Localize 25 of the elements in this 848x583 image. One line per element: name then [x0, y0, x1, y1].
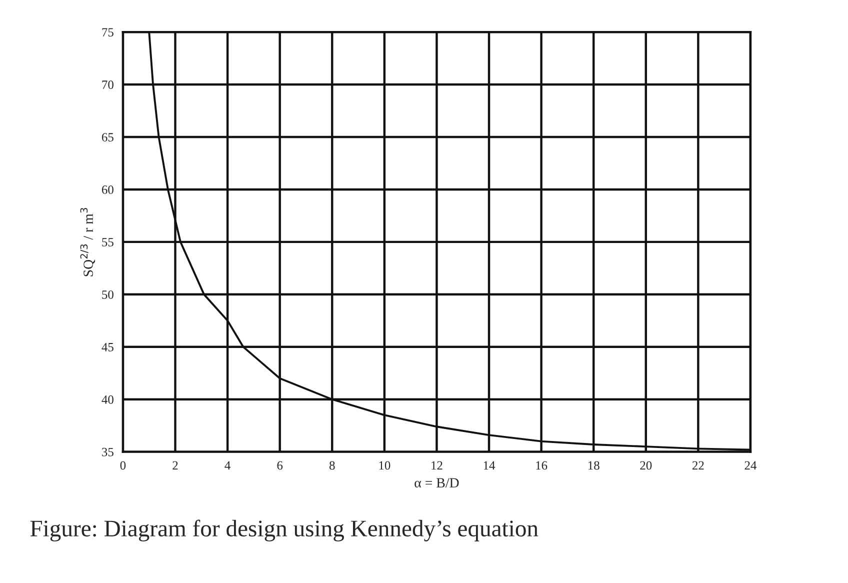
y-tick-label: 35	[102, 448, 114, 456]
y-tick-label: 40	[102, 395, 114, 404]
x-tick-label: 6	[277, 461, 283, 470]
y-tick-label: 55	[102, 238, 114, 246]
y-tick-label: 60	[102, 186, 114, 194]
x-tick-label: 16	[536, 461, 548, 470]
x-tick-label: 20	[640, 461, 652, 470]
y-tick-label: 50	[102, 290, 114, 299]
x-axis-title: α = B/D	[414, 478, 459, 488]
x-tick-label: 8	[329, 461, 335, 470]
x-tick-label: 22	[692, 461, 704, 470]
x-tick-label: 4	[224, 461, 230, 470]
y-tick-label: 75	[102, 28, 114, 37]
x-tick-label: 24	[744, 461, 757, 470]
x-tick-label: 2	[172, 461, 178, 470]
x-tick-label: 14	[484, 461, 496, 470]
y-tick-label: 45	[102, 342, 114, 352]
y-tick-label: 70	[102, 80, 114, 89]
y-axis-title: SQ$^{2/3}$ / r m$^{3}$	[80, 208, 96, 276]
x-tick-label: 18	[588, 461, 600, 470]
text: Figure: Diagram for design using Kennedy’s equation	[30, 520, 538, 542]
x-tick-label: 0	[120, 461, 126, 470]
x-tick-label: 12	[432, 461, 442, 470]
x-tick-label: 10	[379, 461, 390, 470]
y-tick-label: 65	[102, 133, 114, 142]
